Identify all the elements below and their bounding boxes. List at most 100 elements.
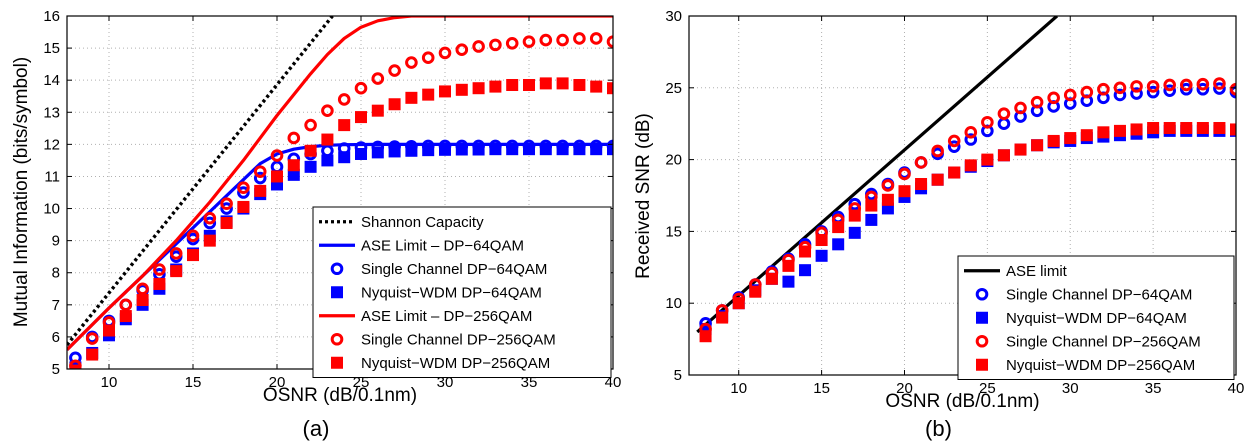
- series-2-point: [848, 197, 862, 211]
- series-4-point: [472, 143, 485, 156]
- series-7-point: [187, 249, 199, 262]
- y-tick-label: 10: [43, 201, 60, 218]
- series-3-point: [203, 216, 217, 230]
- series-5-point: [1080, 129, 1093, 142]
- series-7-point: [556, 77, 569, 90]
- series-4-point: [1097, 82, 1110, 96]
- series-4-point: [997, 107, 1011, 120]
- series-5-point: [749, 285, 762, 298]
- legend-swatch-square: [331, 356, 343, 369]
- series-7-point: [355, 111, 367, 124]
- series-6-point: [253, 165, 267, 178]
- series-5-point: [865, 199, 878, 212]
- series-5-point: [782, 259, 795, 272]
- series-7-point: [254, 184, 267, 197]
- series-7-point: [321, 133, 334, 146]
- y-axis-label: Mutual Information (bits/symbol): [11, 57, 32, 327]
- x-tick-label: 35: [521, 374, 538, 391]
- legend-entry-label: ASE limit: [1006, 263, 1068, 280]
- legend-entry-label: ASE Limit – DP−256QAM: [361, 308, 532, 325]
- series-5-point: [765, 272, 778, 285]
- x-tick-label: 35: [1145, 380, 1162, 397]
- series-4-point: [607, 143, 613, 156]
- series-6-point: [438, 46, 452, 60]
- series-4-point: [539, 143, 552, 156]
- series-7-point: [103, 324, 115, 337]
- series-4-point: [1213, 77, 1226, 90]
- legend-entry-label: Single Channel DP−64QAM: [361, 261, 547, 278]
- series-6-point: [354, 81, 368, 95]
- series-5-point: [1014, 143, 1027, 156]
- series-6-point: [371, 72, 385, 85]
- legend-swatch-square: [331, 286, 343, 299]
- series-2-point: [947, 140, 961, 153]
- series-4-point: [573, 143, 586, 156]
- series-4-point: [287, 168, 300, 181]
- panel-b-chart: 10 15 20 25 30 35 40 5 10 15 20 25 30 OSNR (dB/0.1nm)…: [633, 8, 1244, 441]
- y-tick-label: 10: [665, 295, 682, 312]
- series-4-point: [506, 143, 519, 156]
- series-7-point: [439, 85, 451, 98]
- series-3-point: [270, 160, 284, 174]
- series-4-point: [1130, 80, 1143, 93]
- x-tick-label: 25: [353, 374, 370, 391]
- series-4-point: [590, 143, 603, 156]
- y-tick-label: 15: [665, 223, 682, 240]
- series-6-point: [472, 40, 485, 53]
- y-tick-label: 8: [52, 265, 60, 282]
- series-7-point: [539, 77, 552, 90]
- series-3-point: [782, 275, 795, 288]
- series-4-point: [355, 147, 367, 160]
- y-tick-label: 11: [44, 168, 60, 185]
- series-3-point: [321, 144, 334, 158]
- series-4-point: [931, 144, 944, 158]
- series-7-point: [422, 88, 435, 101]
- series-6-point: [203, 211, 217, 225]
- y-tick-label: 5: [674, 367, 682, 384]
- legend-box: [957, 255, 1235, 380]
- series-2-point: [1146, 85, 1160, 99]
- series-4-point: [523, 143, 535, 156]
- legend-swatch-circle: [975, 287, 989, 301]
- series-5-point: [815, 234, 828, 247]
- legend-entry-label: Nyquist−WDM DP−256QAM: [1006, 357, 1195, 374]
- x-tick-label: 30: [437, 374, 454, 391]
- series-4-point: [439, 143, 451, 156]
- series-4-point: [1163, 78, 1176, 92]
- series-5-point: [1180, 122, 1193, 135]
- series-6-point: [169, 247, 183, 260]
- series-5-point: [1163, 122, 1176, 135]
- series-7-point: [455, 83, 468, 96]
- series-7-point: [405, 91, 418, 104]
- series-6-point: [556, 33, 569, 47]
- series-6-point: [186, 229, 200, 243]
- x-tick-label: 25: [979, 380, 996, 397]
- series-7-point: [506, 78, 519, 91]
- series-2-point: [1179, 82, 1193, 96]
- series-6-point: [405, 56, 418, 69]
- x-tick-label: 20: [896, 380, 913, 397]
- x-tick-label: 20: [269, 374, 286, 391]
- series-5-point: [1047, 134, 1060, 147]
- series-3-point: [848, 226, 861, 239]
- series-4-point: [981, 115, 994, 129]
- series-5-point: [799, 245, 812, 258]
- series-4-point: [556, 143, 569, 156]
- series-4-point: [1047, 91, 1060, 105]
- series-7-point: [136, 294, 149, 307]
- series-5-point: [931, 173, 944, 186]
- series-4-point: [881, 179, 895, 192]
- series-6-point: [321, 104, 334, 117]
- series-6-point: [388, 64, 401, 77]
- series-5-point: [716, 311, 729, 324]
- legend-entry-label: Shannon Capacity: [361, 214, 484, 231]
- series-4-point: [422, 144, 435, 157]
- series-7-point: [371, 104, 384, 117]
- series-5-line: [67, 16, 613, 351]
- series-7-point: [304, 144, 317, 157]
- y-tick-label: 14: [43, 72, 60, 89]
- legend-entry-label: Nyquist−WDM DP−64QAM: [1006, 310, 1187, 327]
- series-3-point: [253, 171, 267, 185]
- series-6-point: [606, 35, 613, 48]
